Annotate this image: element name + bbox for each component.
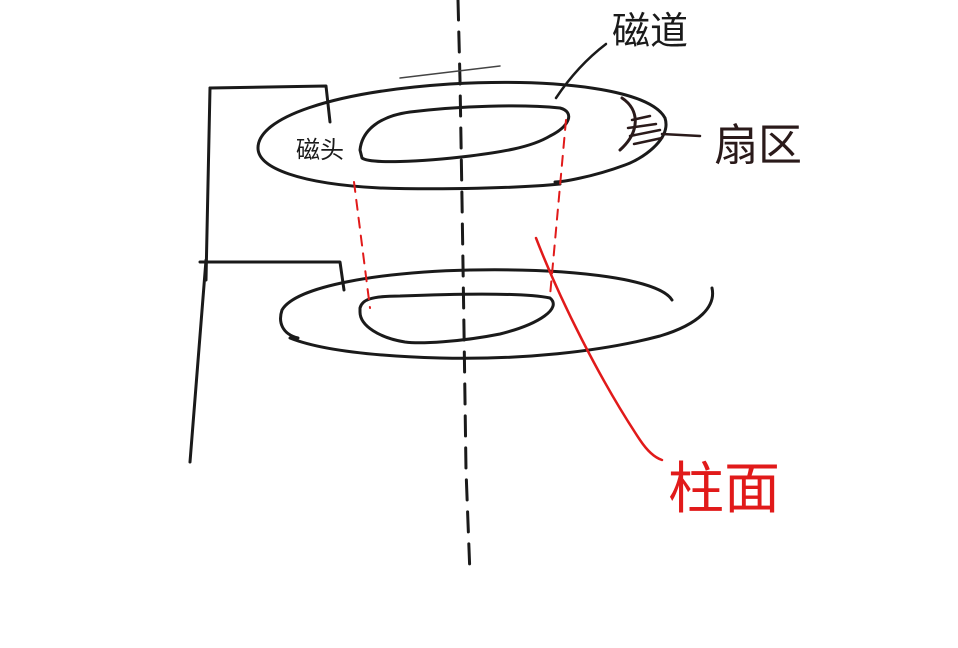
sector-leader (660, 132, 702, 138)
spindle-axis (456, 0, 472, 577)
cylinder-leader (534, 236, 664, 462)
bottom-platter-hole (358, 292, 555, 345)
cylinder-label: 柱面 (668, 457, 780, 522)
sector-arc (618, 96, 637, 152)
head-arm-upper (208, 84, 332, 124)
sector-hatch (626, 114, 664, 146)
head-label: 磁头 (296, 136, 344, 164)
track-leader (554, 42, 608, 100)
top-platter-outer (256, 81, 668, 191)
cylinder-line-left (353, 181, 371, 309)
top-platter-hole (358, 104, 571, 164)
cylinder-line-right (549, 119, 567, 297)
head-arm-frame (188, 86, 346, 464)
top-platter-sketch-stroke (399, 65, 501, 79)
track-label: 磁道 (612, 9, 688, 53)
sector-label: 扇区 (714, 120, 802, 171)
bottom-platter-outer (279, 268, 715, 360)
